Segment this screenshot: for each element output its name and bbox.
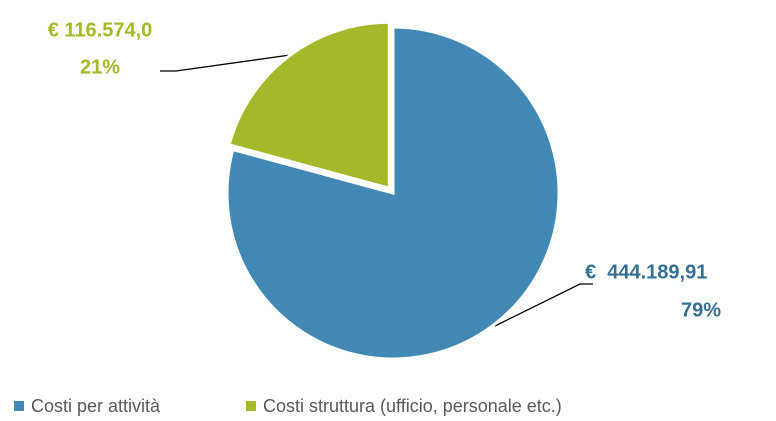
percentage-label: 21%: [80, 56, 120, 78]
percentage-label: 79%: [681, 299, 721, 321]
value-label: € 116.574,0: [48, 19, 153, 41]
pie-slice: [227, 20, 391, 191]
legend-label: Costi per attività: [31, 396, 161, 416]
leader-line: [160, 54, 291, 72]
legend-swatch: [14, 401, 24, 411]
value-label: € 444.189,91: [585, 261, 707, 283]
legend-label: Costi struttura (ufficio, personale etc.…: [263, 396, 562, 416]
pie-slice: [225, 25, 561, 361]
leader-line: [494, 283, 593, 327]
legend-swatch: [246, 401, 256, 411]
